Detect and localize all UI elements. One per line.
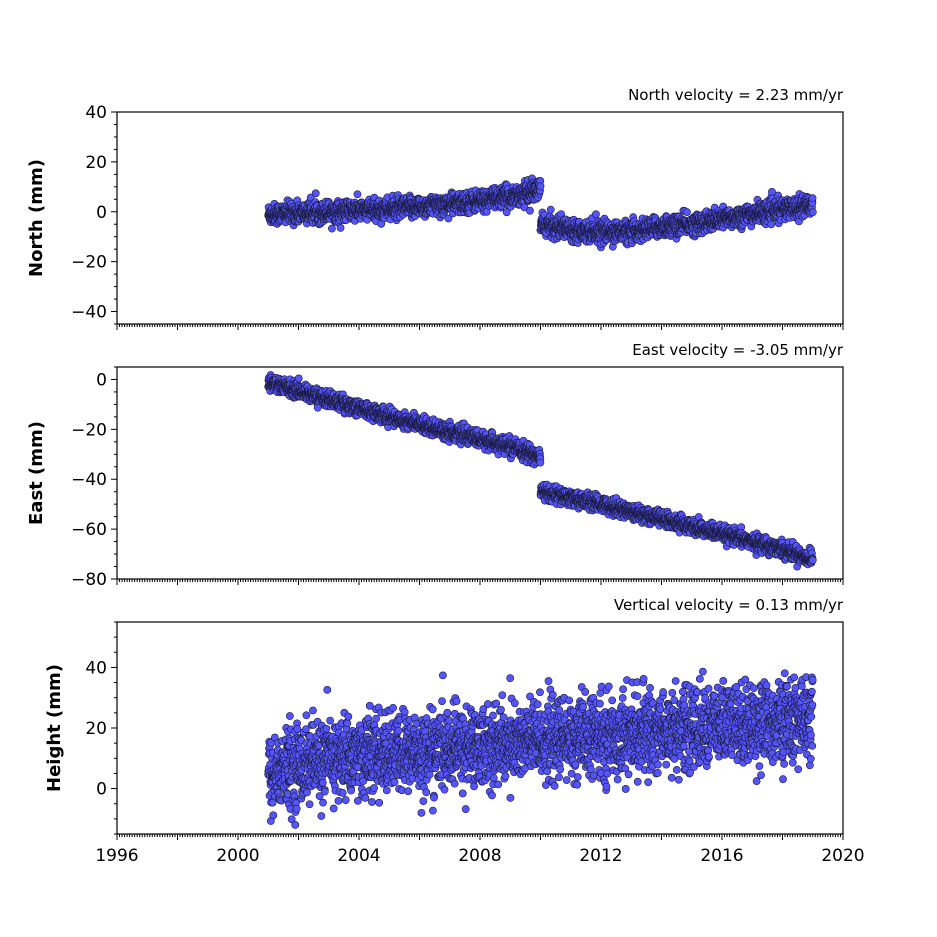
north-data-point — [311, 189, 320, 198]
north-data-point — [592, 210, 600, 219]
north-data-point — [526, 206, 534, 215]
east-data-point — [294, 374, 303, 383]
north-data-point — [536, 182, 545, 191]
north-data-point — [767, 220, 776, 229]
north-data-point — [808, 194, 817, 203]
north-data-points — [264, 174, 817, 252]
north-data-point — [328, 224, 336, 233]
north-data-point — [808, 208, 817, 217]
north-data-point — [546, 205, 555, 214]
north-y-axis-label: North (mm) — [26, 159, 47, 277]
north-panel: North velocity = 2.23 mm/yr North (mm) 4… — [26, 86, 844, 330]
north-data-point — [683, 208, 691, 216]
north-panel-title: North velocity = 2.23 mm/yr — [628, 86, 844, 104]
north-y-tick-label: 0 — [96, 203, 107, 223]
north-y-tick-label: −20 — [71, 253, 107, 273]
north-y-tick-label: 20 — [85, 153, 107, 173]
east-data-points — [264, 371, 817, 571]
north-y-tick-label: −40 — [71, 303, 107, 323]
east-y-axis-label: East (mm) — [26, 421, 47, 525]
north-y-tick-label: 40 — [85, 103, 107, 123]
north-data-point — [353, 190, 362, 199]
east-data-point — [536, 458, 545, 467]
north-data-point — [336, 224, 345, 232]
east-panel: East velocity = -3.05 mm/yr East (mm) 0−… — [26, 341, 844, 590]
east-panel-title: East velocity = -3.05 mm/yr — [632, 341, 844, 359]
